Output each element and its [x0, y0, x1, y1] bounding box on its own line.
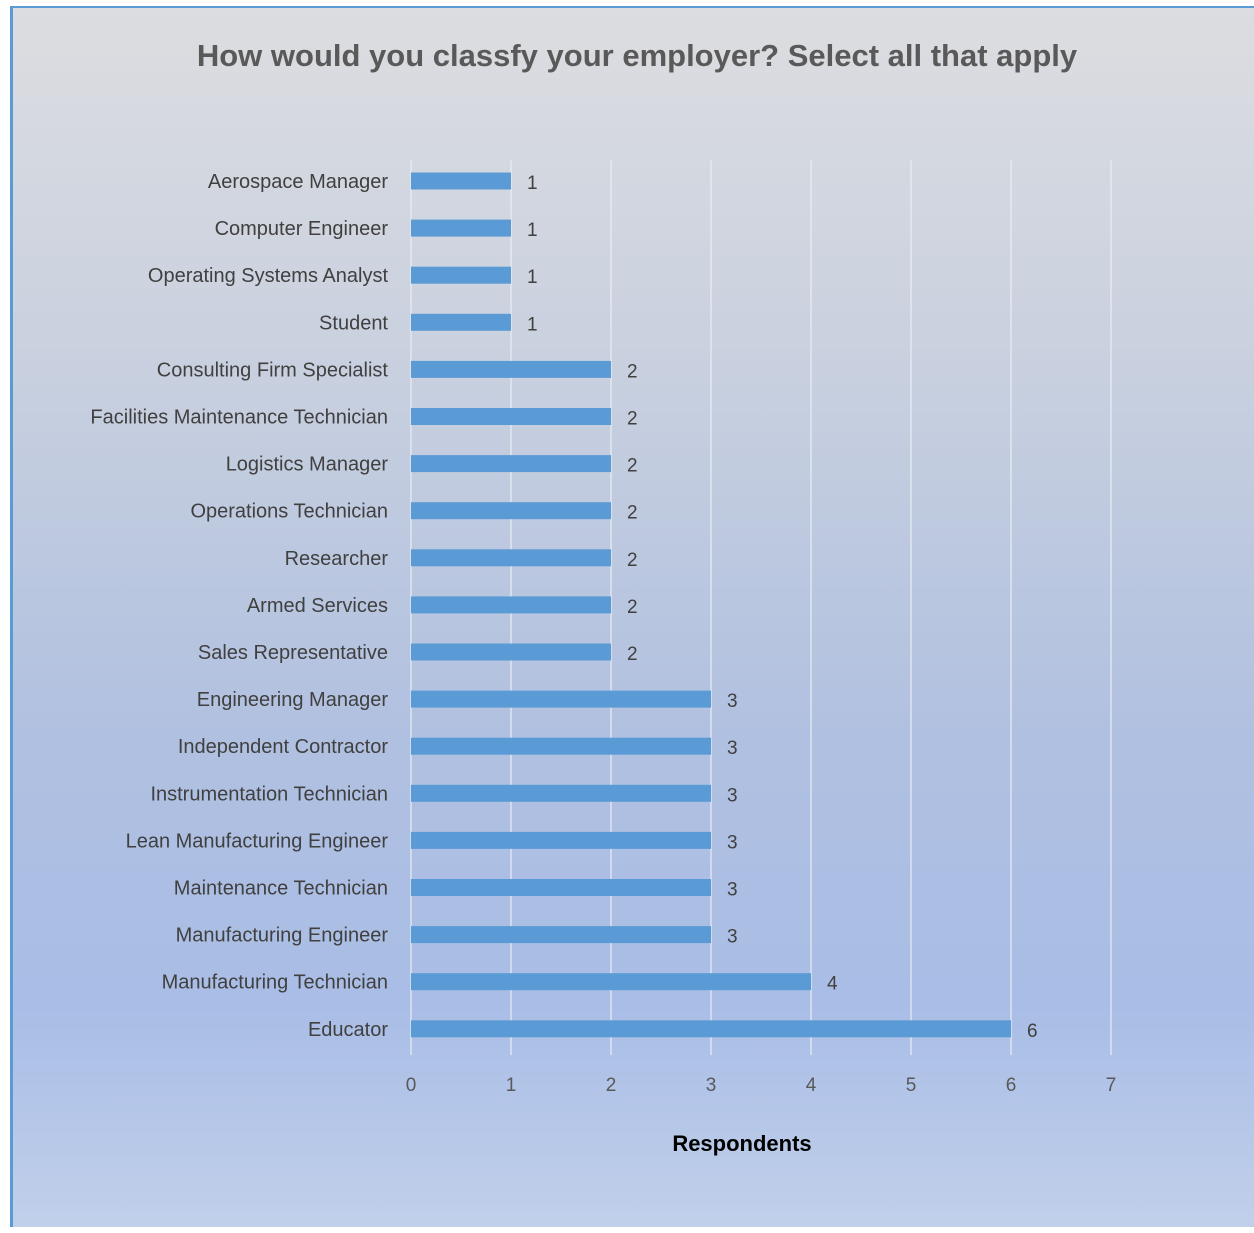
bar-chart: How would you classfy your employer? Sel…	[90, 38, 1117, 1156]
x-tick-label: 7	[1106, 1075, 1117, 1096]
bar	[411, 690, 711, 708]
x-axis-tick-labels: 0 1 2 3 4 5 6 7	[406, 1075, 1117, 1096]
data-label: 2	[627, 644, 638, 665]
category-label: Computer Engineer	[215, 218, 389, 240]
category-label: Facilities Maintenance Technician	[90, 407, 388, 429]
bar	[411, 643, 611, 661]
x-tick-label: 2	[606, 1075, 617, 1096]
category-label: Lean Manufacturing Engineer	[126, 830, 389, 852]
category-label: Educator	[308, 1019, 388, 1041]
data-labels: 1 1 1 1 2 2 2 2 2 2 2 3 3 3 3 3 3 4 6	[527, 173, 1038, 1042]
data-label: 2	[627, 361, 638, 382]
data-label: 1	[527, 314, 538, 335]
bar	[411, 831, 711, 849]
category-label: Sales Representative	[198, 642, 388, 664]
data-label: 3	[727, 691, 738, 712]
category-label: Aerospace Manager	[208, 171, 388, 193]
category-label: Researcher	[285, 548, 389, 570]
category-label: Armed Services	[247, 595, 388, 617]
bar	[411, 360, 611, 378]
data-label: 3	[727, 832, 738, 853]
category-label: Operations Technician	[190, 501, 388, 523]
bar	[411, 1020, 1011, 1038]
bar	[411, 408, 611, 425]
chart-area: How would you classfy your employer? Sel…	[10, 6, 1254, 1227]
data-label: 1	[527, 220, 538, 241]
bar	[411, 926, 711, 944]
x-axis-title: Respondents	[672, 1131, 811, 1156]
category-label: Student	[319, 312, 388, 334]
bar	[411, 502, 611, 520]
bar	[411, 596, 611, 614]
data-label: 2	[627, 456, 638, 477]
data-label: 3	[727, 927, 738, 948]
bar	[411, 313, 511, 331]
category-labels: Aerospace Manager Computer Engineer Operat…	[90, 171, 388, 1041]
bar	[411, 266, 511, 284]
category-label: Manufacturing Engineer	[176, 925, 389, 947]
data-label: 4	[827, 974, 838, 995]
x-tick-label: 0	[406, 1075, 417, 1096]
data-label: 2	[627, 503, 638, 524]
data-label: 6	[1027, 1021, 1038, 1042]
category-label: Logistics Manager	[226, 454, 389, 476]
x-tick-label: 1	[506, 1075, 517, 1096]
category-label: Engineering Manager	[197, 689, 389, 711]
x-tick-label: 3	[706, 1075, 717, 1096]
category-label: Independent Contractor	[178, 736, 388, 758]
category-label: Maintenance Technician	[174, 878, 388, 900]
data-label: 3	[727, 738, 738, 759]
bars	[411, 172, 1011, 1038]
x-tick-label: 5	[906, 1075, 917, 1096]
x-tick-label: 4	[806, 1075, 817, 1096]
chart-title: How would you classfy your employer? Sel…	[197, 38, 1078, 73]
data-label: 3	[727, 880, 738, 901]
bar	[411, 973, 811, 991]
bar	[411, 737, 711, 755]
data-label: 2	[627, 409, 638, 430]
x-tick-label: 6	[1006, 1075, 1017, 1096]
bar	[411, 549, 611, 567]
data-label: 1	[527, 173, 538, 194]
category-label: Manufacturing Technician	[162, 972, 388, 994]
bar	[411, 219, 511, 237]
bar	[411, 172, 511, 190]
bar	[411, 455, 611, 473]
category-label: Operating Systems Analyst	[148, 265, 389, 287]
category-label: Consulting Firm Specialist	[157, 359, 389, 381]
data-label: 1	[527, 267, 538, 288]
category-label: Instrumentation Technician	[150, 783, 388, 805]
bar	[411, 784, 711, 802]
bar	[411, 879, 711, 896]
data-label: 3	[727, 785, 738, 806]
data-label: 2	[627, 550, 638, 571]
data-label: 2	[627, 597, 638, 618]
